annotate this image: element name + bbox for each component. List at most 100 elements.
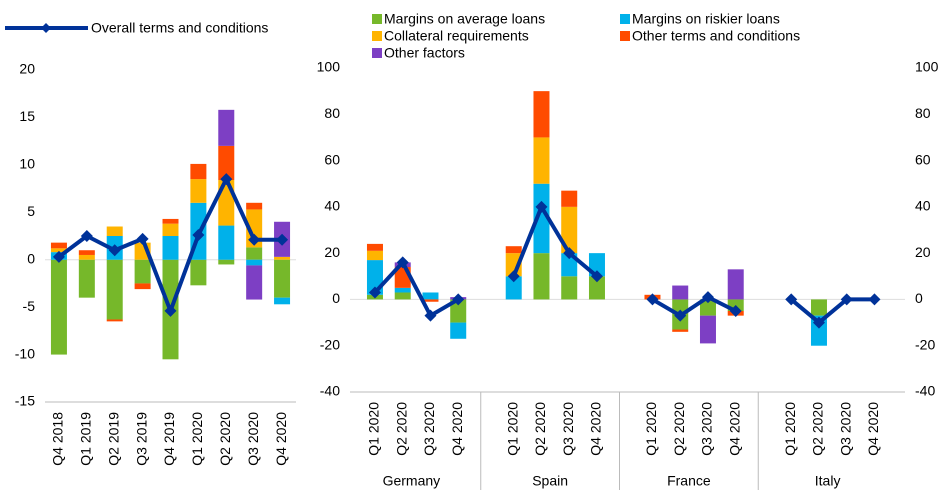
y-tick-label: 20 — [19, 61, 35, 77]
x-tick-label: Q3 2020 — [699, 402, 715, 456]
x-tick-label: Q3 2020 — [837, 402, 853, 456]
line-marker — [840, 293, 853, 306]
x-tick-label: Q4 2018 — [50, 412, 66, 466]
legend-label: Collateral requirements — [384, 28, 529, 44]
group-label: Spain — [532, 473, 568, 489]
y-tick-label: 100 — [317, 59, 341, 75]
line-marker — [368, 286, 381, 299]
y-tick-label: 40 — [324, 198, 340, 214]
x-tick-label: Q2 2020 — [217, 412, 233, 466]
legend-swatch — [372, 48, 382, 58]
line-marker — [674, 309, 687, 322]
bar-segment — [533, 91, 550, 138]
line-marker — [646, 293, 659, 306]
bar-segment — [422, 299, 439, 302]
bar-segment — [78, 254, 95, 260]
legend-label: Margins on average loans — [384, 11, 545, 27]
bar-segment — [394, 287, 411, 293]
bar-segment — [78, 259, 95, 298]
bar-segment — [246, 247, 263, 260]
bar-segment — [533, 183, 550, 254]
line — [373, 260, 460, 318]
line-marker — [108, 244, 121, 257]
x-tick-label: Q1 2020 — [189, 412, 205, 466]
bar-segment — [162, 223, 179, 236]
x-tick-label: Q1 2019 — [78, 412, 94, 466]
legend-label: Other terms and conditions — [632, 28, 800, 44]
y-tick-label: -20 — [320, 336, 340, 352]
bar-segment — [190, 179, 207, 203]
bar-segment — [699, 315, 716, 344]
line-marker — [424, 309, 437, 322]
legend-label: Margins on riskier loans — [632, 11, 780, 27]
bar-segment — [561, 276, 578, 300]
line-marker — [52, 250, 65, 263]
line-marker — [276, 233, 289, 246]
line-marker — [812, 316, 825, 329]
bar-segment — [727, 269, 744, 300]
bar-segment — [366, 243, 383, 251]
line-marker — [136, 232, 149, 245]
line-marker — [507, 270, 520, 283]
y-tick-label: -10 — [15, 345, 35, 361]
bar-segment — [50, 242, 67, 249]
line-marker — [535, 200, 548, 213]
bar-segment — [134, 259, 151, 284]
line-marker — [192, 229, 205, 242]
y-tick-label: 0 — [27, 250, 35, 266]
bar-segment — [106, 226, 123, 236]
y-tick-label: 10 — [19, 156, 35, 172]
bar-segment — [50, 248, 67, 253]
y2-tick-label: 80 — [915, 105, 931, 121]
bar-segment — [162, 236, 179, 260]
legend-marker — [41, 23, 51, 33]
x-tick-label: Q2 2020 — [671, 402, 687, 456]
x-tick-label: Q2 2020 — [810, 402, 826, 456]
bar-segment — [699, 299, 716, 316]
bar-segment — [190, 259, 207, 286]
bar-segment — [450, 322, 467, 339]
legend-label: Overall terms and conditions — [91, 20, 268, 36]
legend-swatch — [620, 14, 630, 24]
bar-segment — [394, 292, 411, 300]
bar-segment — [505, 276, 522, 300]
x-tick-label: Q1 2020 — [504, 402, 520, 456]
bar-segment — [450, 299, 467, 323]
bar-segment — [274, 297, 291, 305]
line-marker — [701, 291, 714, 304]
x-tick-label: Q1 2020 — [643, 402, 659, 456]
bar-segment — [274, 259, 291, 298]
bar-segment — [246, 265, 263, 300]
bar-segment — [106, 259, 123, 320]
line-marker — [868, 293, 881, 306]
bar-segment — [672, 285, 689, 300]
y2-tick-label: 100 — [915, 59, 939, 75]
line — [651, 295, 737, 318]
bar-segment — [505, 246, 522, 254]
bar-segment — [218, 145, 235, 181]
bar-segment — [561, 206, 578, 254]
x-tick-label: Q4 2020 — [865, 402, 881, 456]
legend-label: Other factors — [384, 45, 465, 61]
bar-segment — [588, 276, 605, 300]
x-tick-label: Q2 2020 — [393, 402, 409, 456]
bar-segment — [246, 259, 263, 266]
line — [511, 204, 599, 278]
line-marker — [248, 233, 261, 246]
y-tick-label: 20 — [324, 244, 340, 260]
x-tick-label: Q4 2020 — [273, 412, 289, 466]
line-marker — [80, 230, 93, 242]
y-tick-label: 15 — [19, 108, 35, 124]
bar-segment — [190, 163, 207, 180]
bar-segment — [533, 137, 550, 184]
x-tick-label: Q3 2020 — [245, 412, 261, 466]
bar-segment — [50, 259, 67, 355]
y-tick-label: -40 — [320, 383, 340, 399]
line — [789, 297, 875, 325]
y2-tick-label: 0 — [915, 290, 923, 306]
y2-tick-label: 60 — [915, 151, 931, 167]
line-marker — [220, 173, 233, 186]
x-tick-label: Q4 2019 — [161, 412, 177, 466]
bar-segment — [218, 225, 235, 260]
